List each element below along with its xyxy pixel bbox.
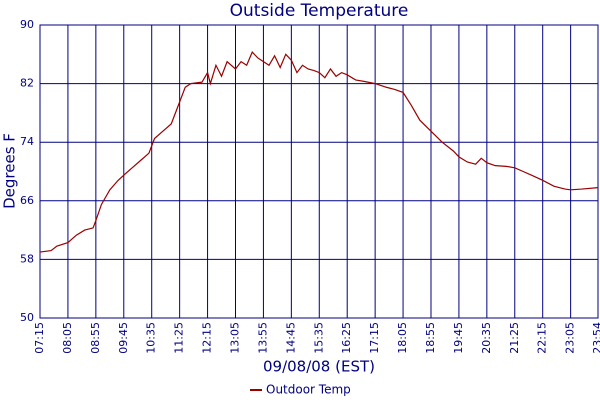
x-tick-label: 14:45 — [284, 322, 297, 354]
x-tick-label: 17:15 — [368, 322, 381, 354]
x-tick-label: 20:35 — [480, 322, 493, 354]
y-tick-label: 82 — [20, 77, 34, 90]
chart-title: Outside Temperature — [230, 1, 409, 21]
y-tick-label: 74 — [20, 135, 34, 148]
x-tick-label: 18:55 — [424, 322, 437, 354]
x-tick-label: 16:25 — [340, 322, 353, 354]
x-axis-label: 09/08/08 (EST) — [263, 358, 375, 376]
x-tick-label: 13:05 — [228, 322, 241, 354]
x-tick-label: 18:05 — [396, 322, 409, 354]
x-tick-label: 10:35 — [145, 322, 158, 354]
y-tick-label: 66 — [20, 194, 34, 207]
y-tick-label: 50 — [20, 311, 34, 324]
x-tick-label: 15:35 — [312, 322, 325, 354]
x-tick-label: 12:15 — [201, 322, 214, 354]
x-tick-label: 08:05 — [61, 322, 74, 354]
legend-label: Outdoor Temp — [266, 383, 351, 397]
x-tick-label: 22:15 — [536, 322, 549, 354]
x-tick-label: 13:55 — [256, 322, 269, 354]
x-tick-label: 23:54 — [591, 322, 600, 354]
x-tick-label: 08:55 — [89, 322, 102, 354]
data-line — [39, 51, 599, 253]
x-tick-label: 11:25 — [173, 322, 186, 354]
x-tick-label: 21:25 — [508, 322, 521, 354]
x-tick-label: 19:45 — [452, 322, 465, 354]
x-tick-label: 09:45 — [117, 322, 130, 354]
x-tick-label: 23:05 — [564, 322, 577, 354]
y-tick-label: 90 — [20, 18, 34, 31]
x-tick-label: 07:15 — [33, 322, 46, 354]
y-axis-label: Degrees F — [1, 133, 19, 209]
y-tick-label: 58 — [20, 252, 34, 265]
